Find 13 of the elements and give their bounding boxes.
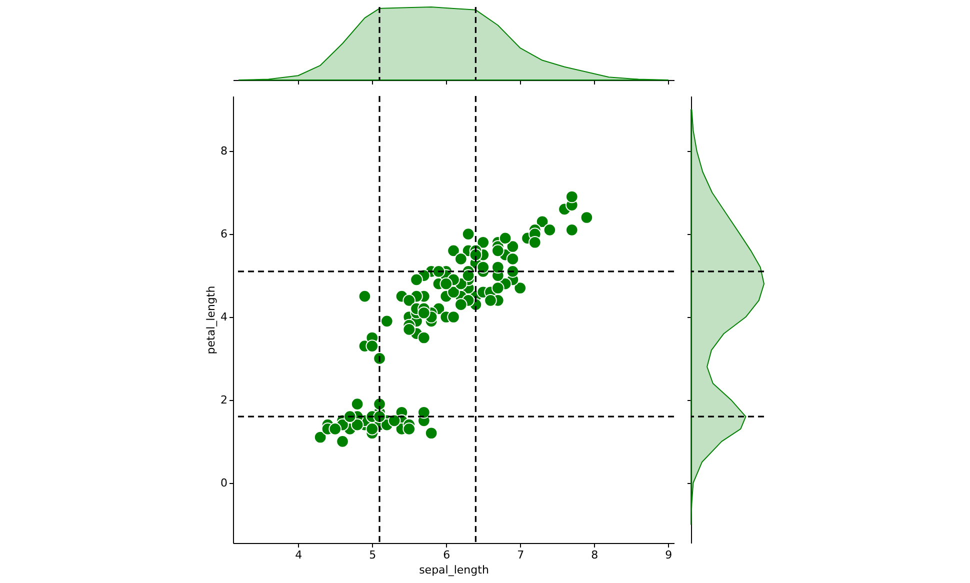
- x-tick-label: 6: [443, 548, 450, 562]
- x-tick-label: 5: [369, 548, 376, 562]
- x-tick-label: 7: [517, 548, 524, 562]
- y-tick-label: 4: [220, 310, 228, 324]
- y-tick-label: 2: [220, 393, 228, 406]
- x-axis-title: sepal_length: [419, 564, 489, 576]
- y-axis-title: petal_length: [204, 286, 218, 354]
- x-tick-label: 4: [295, 548, 302, 562]
- x-tick-label: 8: [591, 548, 598, 562]
- y-tick-label: 8: [220, 144, 228, 158]
- y-tick-label: 6: [220, 228, 228, 241]
- y-tick-label: 0: [220, 476, 228, 490]
- x-tick-label: 9: [665, 548, 672, 562]
